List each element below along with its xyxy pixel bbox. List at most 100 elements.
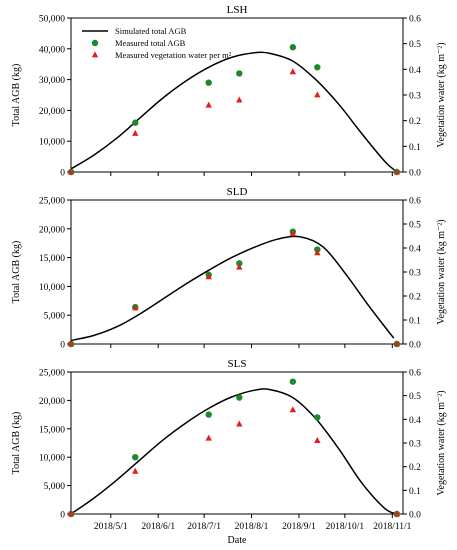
measured-agb-point: [132, 119, 139, 126]
measured-agb-point: [289, 44, 297, 51]
veg-water-point: [393, 168, 401, 175]
y2-tick-label: 0.1: [409, 487, 421, 497]
y2-tick-label: 0.0: [409, 511, 421, 521]
veg-water-point: [236, 263, 243, 270]
plot-frame: [70, 371, 404, 515]
legend-label: Measured vegetation water per m²: [115, 50, 232, 60]
veg-water-point: [289, 230, 297, 236]
panel-title: SLD: [227, 186, 248, 198]
y-axis-label: Total AGB (kg): [11, 64, 22, 127]
veg-water-point: [132, 304, 139, 311]
y2-tick-label: 0.5: [409, 392, 421, 402]
y2-tick-label: 0.6: [409, 369, 421, 379]
simulated-agb-line: [70, 388, 398, 515]
veg-water-point: [67, 510, 75, 517]
y-tick-label: 30,000: [39, 76, 65, 86]
y-tick-label: 50,000: [39, 15, 65, 25]
y2-tick-label: 0.5: [409, 221, 421, 231]
x-tick-label: 2018/8/1: [235, 522, 269, 532]
veg-water-point: [393, 510, 401, 517]
measured-agb-point: [314, 64, 321, 71]
y2-tick-label: 0.2: [409, 293, 421, 303]
veg-water-point: [67, 340, 75, 347]
y-tick-label: 40,000: [39, 45, 65, 55]
y2-tick-label: 0.0: [409, 169, 421, 179]
simulated-agb-line: [70, 235, 395, 342]
simulated-agb-line: [70, 51, 398, 173]
y-tick-label: 0: [60, 341, 65, 351]
y-tick-label: 10,000: [39, 454, 65, 464]
x-tick-label: 2018/10/1: [326, 522, 365, 532]
panel-title: SLS: [228, 358, 247, 370]
y-tick-label: 5,000: [44, 482, 66, 492]
veg-water-point: [236, 96, 243, 103]
y2-axis-label: Vegetation water (kg m⁻²): [436, 42, 447, 147]
y-tick-label: 10,000: [39, 283, 65, 293]
y-tick-label: 20,000: [39, 107, 65, 117]
veg-water-point: [314, 91, 321, 98]
veg-water-point: [314, 437, 321, 444]
chart-panel-lsh: LSH 0 10,000 20,000 30,000 40,000 50,000 0.0 0.1…: [11, 4, 447, 179]
y2-tick-label: 0.4: [409, 416, 421, 426]
panel-title: LSH: [227, 4, 248, 16]
y2-tick-label: 0.3: [409, 440, 421, 450]
measured-agb-point: [132, 454, 139, 461]
y-tick-label: 5,000: [44, 312, 66, 322]
y2-tick-label: 0.2: [409, 463, 421, 473]
y-axis-label: Total AGB (kg): [11, 241, 22, 304]
measured-agb-point: [314, 414, 321, 421]
legend-label: Simulated total AGB: [115, 26, 187, 36]
veg-water-point: [289, 68, 297, 75]
x-axis-label: Date: [228, 535, 247, 546]
y-tick-label: 10,000: [39, 138, 65, 148]
y2-tick-label: 0.0: [409, 341, 421, 351]
y2-tick-label: 0.6: [409, 15, 421, 25]
y2-tick-label: 0.1: [409, 317, 421, 327]
measured-agb-point: [205, 411, 212, 418]
veg-water-point: [314, 249, 321, 256]
veg-water-point: [67, 168, 75, 175]
chart-panel-sld: SLD 0 5,000 10,000 15,000 20,000 25,000 0.0 0.1 0…: [11, 186, 447, 351]
y-tick-label: 25,000: [39, 369, 65, 379]
x-tick-label: 2018/5/1: [94, 522, 128, 532]
veg-water-point: [132, 467, 139, 474]
measured-agb-point: [205, 79, 212, 86]
y-tick-label: 25,000: [39, 197, 65, 207]
x-tick-label: 2018/7/1: [187, 522, 221, 532]
y-tick-label: 0: [60, 511, 65, 521]
y2-tick-label: 0.4: [409, 66, 421, 76]
y2-tick-label: 0.2: [409, 117, 421, 127]
measured-agb-point: [236, 70, 243, 77]
veg-water-point: [236, 420, 243, 427]
y2-axis-label: Vegetation water (kg m⁻²): [436, 390, 447, 495]
y-tick-label: 15,000: [39, 254, 65, 264]
y-tick-label: 20,000: [39, 397, 65, 407]
y2-tick-label: 0.1: [409, 143, 421, 153]
y-tick-label: 0: [60, 169, 65, 179]
legend-triangle-swatch: [91, 51, 99, 58]
x-tick-label: 2018/9/1: [282, 522, 316, 532]
veg-water-point: [205, 273, 212, 280]
veg-water-point: [289, 406, 297, 413]
plot-frame: [70, 199, 404, 345]
legend: Simulated total AGB Measured total AGB Mea…: [82, 26, 232, 60]
x-tick-label: 2018/6/1: [141, 522, 175, 532]
veg-water-point: [393, 340, 401, 347]
veg-water-point: [132, 129, 139, 136]
y2-tick-label: 0.6: [409, 197, 421, 207]
y2-tick-label: 0.3: [409, 92, 421, 102]
measured-agb-point: [289, 378, 297, 385]
y2-axis-label: Vegetation water (kg m⁻²): [436, 219, 447, 324]
legend-circle-swatch: [91, 39, 99, 47]
measured-agb-point: [236, 394, 243, 401]
x-tick-label: 2018/11/1: [373, 522, 411, 532]
y-axis-label: Total AGB (kg): [11, 412, 22, 475]
chart-panel-sls: SLS 0 5,000 10,000 15,000 20,000 25,000 0.0 0.1 0…: [11, 358, 447, 546]
y2-tick-label: 0.5: [409, 40, 421, 50]
y2-tick-label: 0.3: [409, 269, 421, 279]
legend-label: Measured total AGB: [115, 38, 186, 48]
veg-water-point: [205, 101, 212, 108]
measured-agb-point: [236, 260, 243, 267]
y2-tick-label: 0.4: [409, 245, 421, 255]
